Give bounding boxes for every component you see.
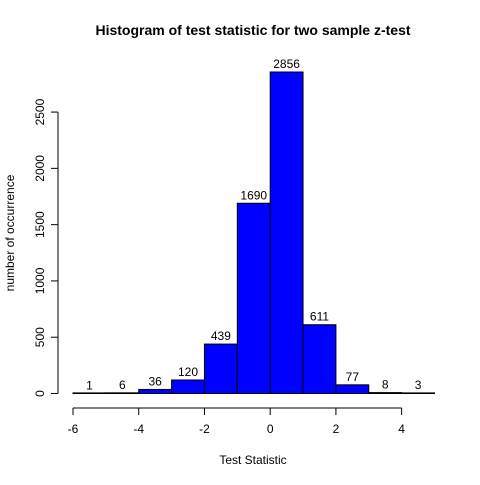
histogram-bar: [335, 384, 370, 395]
bar-value-label: 120: [178, 365, 198, 379]
y-tick-label: 1500: [33, 211, 47, 238]
x-axis: -6 -4 -2 0 2 4: [68, 407, 405, 436]
histogram-bar: [269, 71, 304, 394]
x-tick-label: -2: [199, 422, 210, 436]
bar-value-label: 1: [86, 378, 93, 392]
histogram-bar: [401, 392, 435, 394]
y-tick-label: 1000: [33, 267, 47, 294]
x-tick-label: 2: [333, 422, 340, 436]
bar-value-label: 439: [211, 329, 231, 343]
bar-value-label: 36: [148, 374, 162, 388]
bar-value-label: 3: [415, 378, 422, 392]
y-tick-label: 0: [33, 390, 47, 397]
histogram-bar: [236, 202, 271, 394]
y-tick-label: 500: [33, 327, 47, 347]
x-tick-label: -4: [133, 422, 144, 436]
bar-value-label: 77: [346, 370, 360, 384]
bar-value-label: 8: [382, 378, 389, 392]
histogram-bar: [203, 343, 238, 394]
histogram-bar: [171, 379, 205, 395]
histogram-bar: [138, 388, 173, 395]
x-axis-label: Test Statistic: [219, 453, 286, 467]
y-axis-label: number of occurrence: [3, 174, 17, 291]
bar-value-label: 2856: [273, 57, 300, 71]
x-tick-label: -6: [68, 422, 79, 436]
bar-value-label: 6: [119, 378, 126, 392]
x-tick-label: 0: [267, 422, 274, 436]
bar-labels-layer: 1 6 36 120 439 1690 2856 611 77 8 3: [86, 57, 422, 392]
bar-value-label: 611: [310, 310, 329, 324]
histogram-bar: [368, 392, 403, 394]
chart-title: Histogram of test statistic for two samp…: [95, 22, 410, 38]
histogram-bar: [105, 392, 140, 395]
histogram-bar: [302, 324, 337, 395]
y-axis: 0 500 1000 1500 2000 2500: [33, 98, 59, 397]
y-tick-label: 2500: [33, 98, 47, 125]
histogram-bar: [72, 392, 107, 394]
x-tick-label: 4: [398, 422, 405, 436]
y-tick-label: 2000: [33, 155, 47, 182]
bars-layer: [72, 71, 435, 395]
bar-value-label: 1690: [240, 188, 267, 202]
